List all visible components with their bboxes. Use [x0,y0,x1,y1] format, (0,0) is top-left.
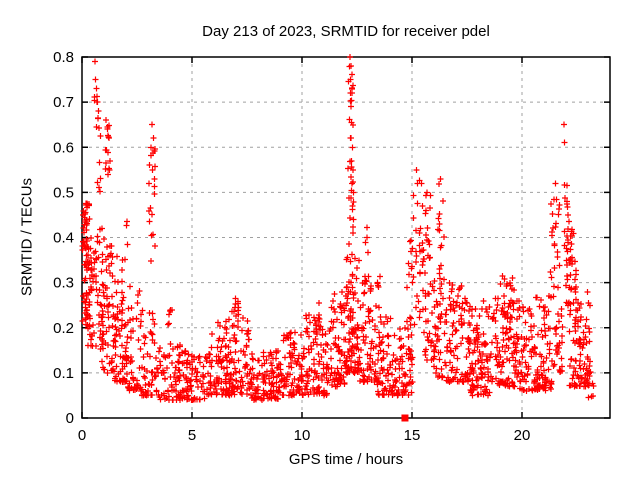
y-tick-label: 0.8 [53,49,74,66]
y-tick-labels: 0 0.1 0.2 0.3 0.4 0.5 0.6 0.7 0.8 [53,49,74,427]
x-tick-label: 10 [294,427,311,444]
axis-ticks [81,56,610,419]
y-tick-label: 0.1 [53,365,74,382]
x-tick-labels: 0 5 10 15 20 [78,427,531,444]
x-tick-label: 0 [78,427,86,444]
y-tick-label: 0.6 [53,139,74,156]
y-tick-label: 0.3 [53,275,74,292]
y-tick-label: 0.2 [53,320,74,337]
chart-title: Day 213 of 2023, SRMTID for receiver pde… [202,23,490,40]
y-tick-label: 0 [66,410,74,427]
x-tick-label: 15 [404,427,421,444]
x-tick-label: 5 [188,427,196,444]
scatter-points [79,54,597,403]
y-tick-label: 0.7 [53,94,74,111]
highlight-square-point [401,414,409,422]
x-axis-label: GPS time / hours [288,451,404,468]
y-tick-label: 0.4 [53,230,74,247]
y-tick-label: 0.5 [53,184,74,201]
x-tick-label: 20 [514,427,531,444]
